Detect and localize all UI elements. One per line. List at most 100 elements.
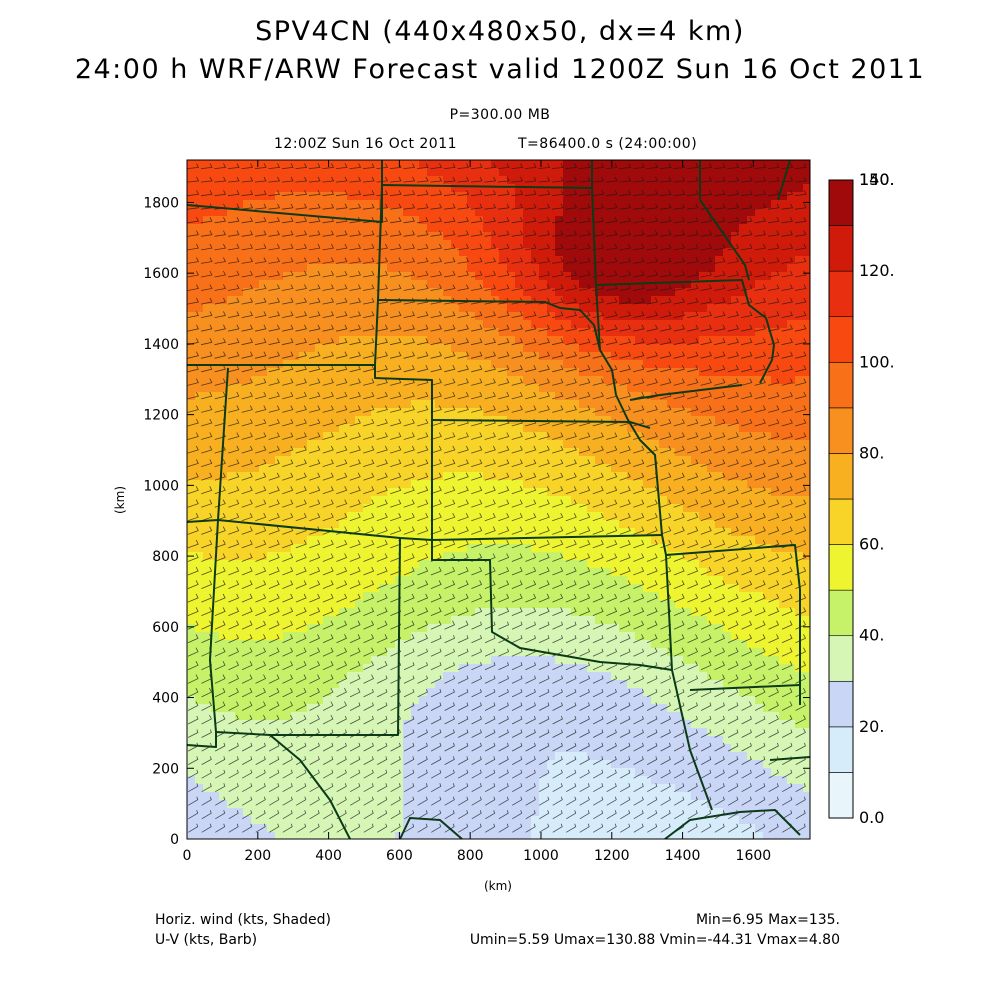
shade-cell: [459, 336, 468, 345]
shade-cell: [723, 496, 732, 505]
shade-cell: [427, 336, 436, 345]
shade-cell: [403, 240, 412, 249]
shade-cell: [275, 328, 284, 337]
shade-cell: [467, 304, 476, 313]
shade-cell: [643, 192, 652, 201]
shade-cell: [739, 160, 748, 169]
shade-cell: [579, 280, 588, 289]
shade-cell: [563, 248, 572, 257]
shade-cell: [283, 432, 292, 441]
shade-cell: [731, 232, 740, 241]
shade-cell: [699, 528, 708, 537]
shade-cell: [803, 600, 810, 609]
shade-cell: [699, 592, 708, 601]
shade-cell: [259, 168, 268, 177]
shade-cell: [387, 512, 396, 521]
shade-cell: [267, 552, 276, 561]
shade-cell: [291, 640, 300, 649]
shade-cell: [443, 160, 452, 169]
shade-cell: [675, 328, 684, 337]
shade-cell: [235, 312, 244, 321]
shade-cell: [659, 632, 668, 641]
shade-cell: [699, 288, 708, 297]
shade-cell: [299, 480, 308, 489]
shade-cell: [291, 288, 300, 297]
shade-cell: [771, 552, 780, 561]
shade-cell: [227, 568, 236, 577]
shade-cell: [323, 640, 332, 649]
shade-cell: [587, 360, 596, 369]
shade-cell: [667, 448, 676, 457]
shade-cell: [779, 160, 788, 169]
shade-cell: [275, 160, 284, 169]
shade-cell: [635, 400, 644, 409]
shade-cell: [595, 664, 604, 673]
shade-cell: [763, 600, 772, 609]
shade-cell: [571, 280, 580, 289]
shade-cell: [251, 248, 260, 257]
shade-cell: [643, 224, 652, 233]
shade-cell: [379, 584, 388, 593]
shade-cell: [643, 200, 652, 209]
shade-cell: [507, 160, 516, 169]
shade-cell: [395, 488, 404, 497]
shade-cell: [715, 296, 724, 305]
shade-cell: [571, 232, 580, 241]
shade-cell: [643, 248, 652, 257]
shade-cell: [227, 616, 236, 625]
shade-cell: [235, 472, 244, 481]
shade-cell: [203, 336, 212, 345]
shade-cell: [531, 264, 540, 273]
shade-cell: [395, 304, 404, 313]
shade-cell: [675, 408, 684, 417]
shade-cell: [307, 168, 316, 177]
shade-cell: [675, 224, 684, 233]
shade-cell: [691, 240, 700, 249]
shade-cell: [339, 616, 348, 625]
shade-cell: [507, 216, 516, 225]
shade-cell: [331, 640, 340, 649]
shade-cell: [731, 528, 740, 537]
shade-cell: [371, 288, 380, 297]
shade-cell: [491, 240, 500, 249]
shade-cell: [707, 192, 716, 201]
shade-cell: [555, 216, 564, 225]
shade-cell: [315, 280, 324, 289]
shade-cell: [499, 472, 508, 481]
shade-cell: [451, 664, 460, 673]
shade-cell: [491, 520, 500, 529]
shade-cell: [723, 480, 732, 489]
shade-cell: [243, 464, 252, 473]
shade-cell: [403, 424, 412, 433]
shade-cell: [451, 400, 460, 409]
shade-cell: [619, 336, 628, 345]
shade-cell: [323, 432, 332, 441]
shade-cell: [475, 472, 484, 481]
shade-cell: [803, 248, 810, 257]
shade-cell: [627, 232, 636, 241]
shade-cell: [731, 472, 740, 481]
shade-cell: [523, 224, 532, 233]
shade-cell: [715, 232, 724, 241]
shade-cell: [747, 368, 756, 377]
shade-cell: [683, 248, 692, 257]
shade-cell: [507, 224, 516, 233]
shade-cell: [795, 480, 804, 489]
shade-cell: [339, 432, 348, 441]
shade-cell: [643, 576, 652, 585]
shade-cell: [723, 176, 732, 185]
shade-cell: [435, 408, 444, 417]
shade-cell: [435, 600, 444, 609]
shade-cell: [419, 432, 428, 441]
shade-cell: [803, 448, 810, 457]
shade-cell: [627, 352, 636, 361]
shade-cell: [299, 256, 308, 265]
shade-cell: [259, 656, 268, 665]
shade-cell: [347, 496, 356, 505]
shade-cell: [275, 232, 284, 241]
shade-cell: [323, 656, 332, 665]
shade-cell: [571, 328, 580, 337]
shade-cell: [315, 424, 324, 433]
shade-cell: [307, 200, 316, 209]
shade-cell: [707, 512, 716, 521]
